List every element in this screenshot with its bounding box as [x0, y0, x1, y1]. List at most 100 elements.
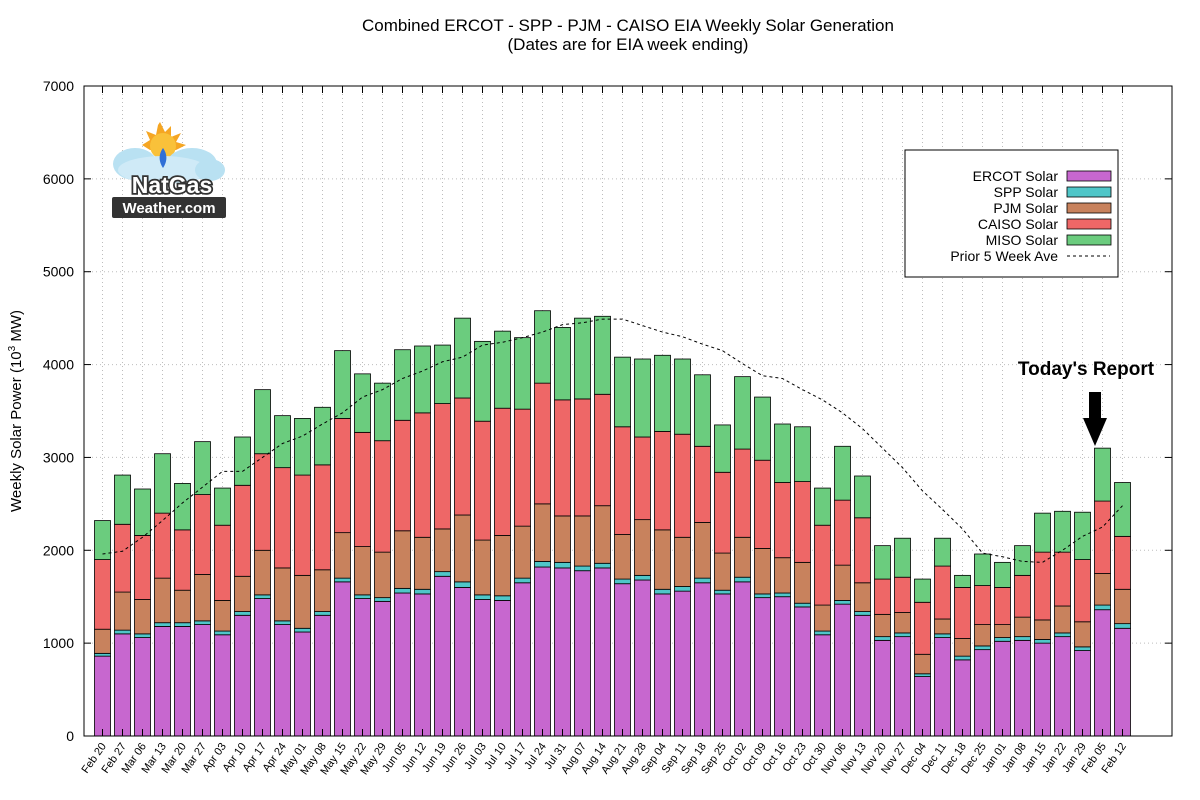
bar-ercot-solar: [694, 582, 711, 737]
bar-pjm-solar: [634, 519, 651, 576]
bar-spp-solar: [1074, 646, 1091, 651]
bar-ercot-solar: [594, 567, 611, 737]
bar-caiso-solar: [894, 576, 911, 613]
y-tick-label: 3000: [43, 449, 74, 465]
bar-caiso-solar: [874, 578, 891, 615]
bar-miso-solar: [774, 423, 791, 483]
bar-ercot-solar: [674, 590, 691, 737]
bar-miso-solar: [734, 376, 751, 450]
bar-spp-solar: [794, 602, 811, 608]
bar-ercot-solar: [314, 614, 331, 737]
bar-pjm-solar: [394, 530, 411, 589]
bar-pjm-solar: [774, 557, 791, 594]
bar-pjm-solar: [434, 528, 451, 573]
bar-ercot-solar: [294, 631, 311, 737]
bar-pjm-solar: [334, 532, 351, 579]
bar-miso-solar: [694, 374, 711, 447]
bar-miso-solar: [354, 373, 371, 433]
bar-spp-solar: [494, 595, 511, 601]
bar-pjm-solar: [714, 552, 731, 591]
bar-caiso-solar: [334, 418, 351, 534]
bar-spp-solar: [714, 589, 731, 595]
bar-pjm-solar: [114, 591, 131, 631]
prior-5-week-average-line: [102, 318, 1123, 563]
bar-pjm-solar: [154, 577, 171, 624]
bar-ercot-solar: [214, 634, 231, 737]
y-axis-label-main: Weekly Solar Power (10: [8, 351, 25, 512]
bar-caiso-solar: [714, 471, 731, 554]
bar-pjm-solar: [194, 574, 211, 622]
bar-spp-solar: [954, 655, 971, 661]
bar-spp-solar: [214, 630, 231, 636]
legend-label-ercot-solar: ERCOT Solar: [973, 168, 1059, 184]
bar-pjm-solar: [374, 551, 391, 599]
bar-pjm-solar: [514, 525, 531, 579]
bar-miso-solar: [874, 545, 891, 580]
bar-ercot-solar: [234, 614, 251, 737]
logo-banner: [112, 197, 226, 218]
bar-ercot-solar: [754, 597, 771, 737]
plot-frame: [83, 85, 1173, 737]
bar-miso-solar: [414, 345, 431, 414]
bar-spp-solar: [374, 597, 391, 602]
bar-miso-solar: [394, 349, 411, 421]
logo-natgas-text: NatGas: [132, 172, 213, 198]
bar-spp-solar: [154, 622, 171, 627]
y-tick-label: 2000: [43, 542, 74, 558]
bar-miso-solar: [1034, 512, 1051, 553]
bar-spp-solar: [694, 577, 711, 584]
bar-spp-solar: [874, 636, 891, 641]
bar-caiso-solar: [814, 524, 831, 606]
chart-subtitle: (Dates are for EIA week ending): [508, 35, 749, 54]
bar-spp-solar: [334, 577, 351, 583]
y-tick-label: 4000: [43, 357, 74, 373]
bar-miso-solar: [934, 537, 951, 567]
y-tick-label: 7000: [43, 78, 74, 94]
bar-caiso-solar: [254, 453, 271, 551]
bar-ercot-solar: [734, 581, 751, 737]
bar-spp-solar: [654, 588, 671, 595]
bar-pjm-solar: [454, 514, 471, 583]
bar-caiso-solar: [294, 474, 311, 576]
bar-caiso-solar: [214, 524, 231, 601]
bar-spp-solar: [1054, 632, 1071, 638]
bar-miso-solar: [994, 561, 1011, 588]
bar-spp-solar: [734, 576, 751, 583]
bar-pjm-solar: [914, 653, 931, 675]
bar-ercot-solar: [1034, 642, 1051, 737]
bar-spp-solar: [434, 571, 451, 577]
bar-ercot-solar: [1114, 627, 1131, 737]
bar-caiso-solar: [794, 481, 811, 563]
bar-pjm-solar: [874, 613, 891, 638]
bar-spp-solar: [454, 581, 471, 588]
bar-miso-solar: [1114, 482, 1131, 537]
bar-miso-solar: [434, 344, 451, 404]
bar-miso-solar: [1014, 545, 1031, 576]
bar-pjm-solar: [134, 599, 151, 635]
bar-miso-solar: [374, 382, 391, 442]
bar-caiso-solar: [674, 433, 691, 538]
bar-spp-solar: [94, 652, 111, 657]
bar-miso-solar: [234, 436, 251, 486]
bar-miso-solar: [334, 350, 351, 419]
bar-caiso-solar: [154, 512, 171, 579]
cloud-icon: [113, 148, 225, 184]
legend-swatch-caiso-solar: [1066, 218, 1112, 230]
bar-pjm-solar: [854, 582, 871, 612]
bar-ercot-solar: [454, 587, 471, 737]
bar-pjm-solar: [294, 574, 311, 629]
bar-ercot-solar: [834, 603, 851, 737]
bar-caiso-solar: [854, 517, 871, 584]
bar-spp-solar: [254, 594, 271, 599]
bar-ercot-solar: [354, 598, 371, 737]
bar-caiso-solar: [574, 398, 591, 517]
bar-spp-solar: [114, 629, 131, 635]
bar-spp-solar: [354, 594, 371, 599]
bar-miso-solar: [654, 354, 671, 432]
bar-caiso-solar: [1114, 535, 1131, 590]
bar-miso-solar: [674, 358, 691, 435]
bar-miso-solar: [454, 317, 471, 399]
bar-caiso-solar: [274, 467, 291, 569]
bar-ercot-solar: [494, 600, 511, 737]
bar-pjm-solar: [234, 575, 251, 612]
